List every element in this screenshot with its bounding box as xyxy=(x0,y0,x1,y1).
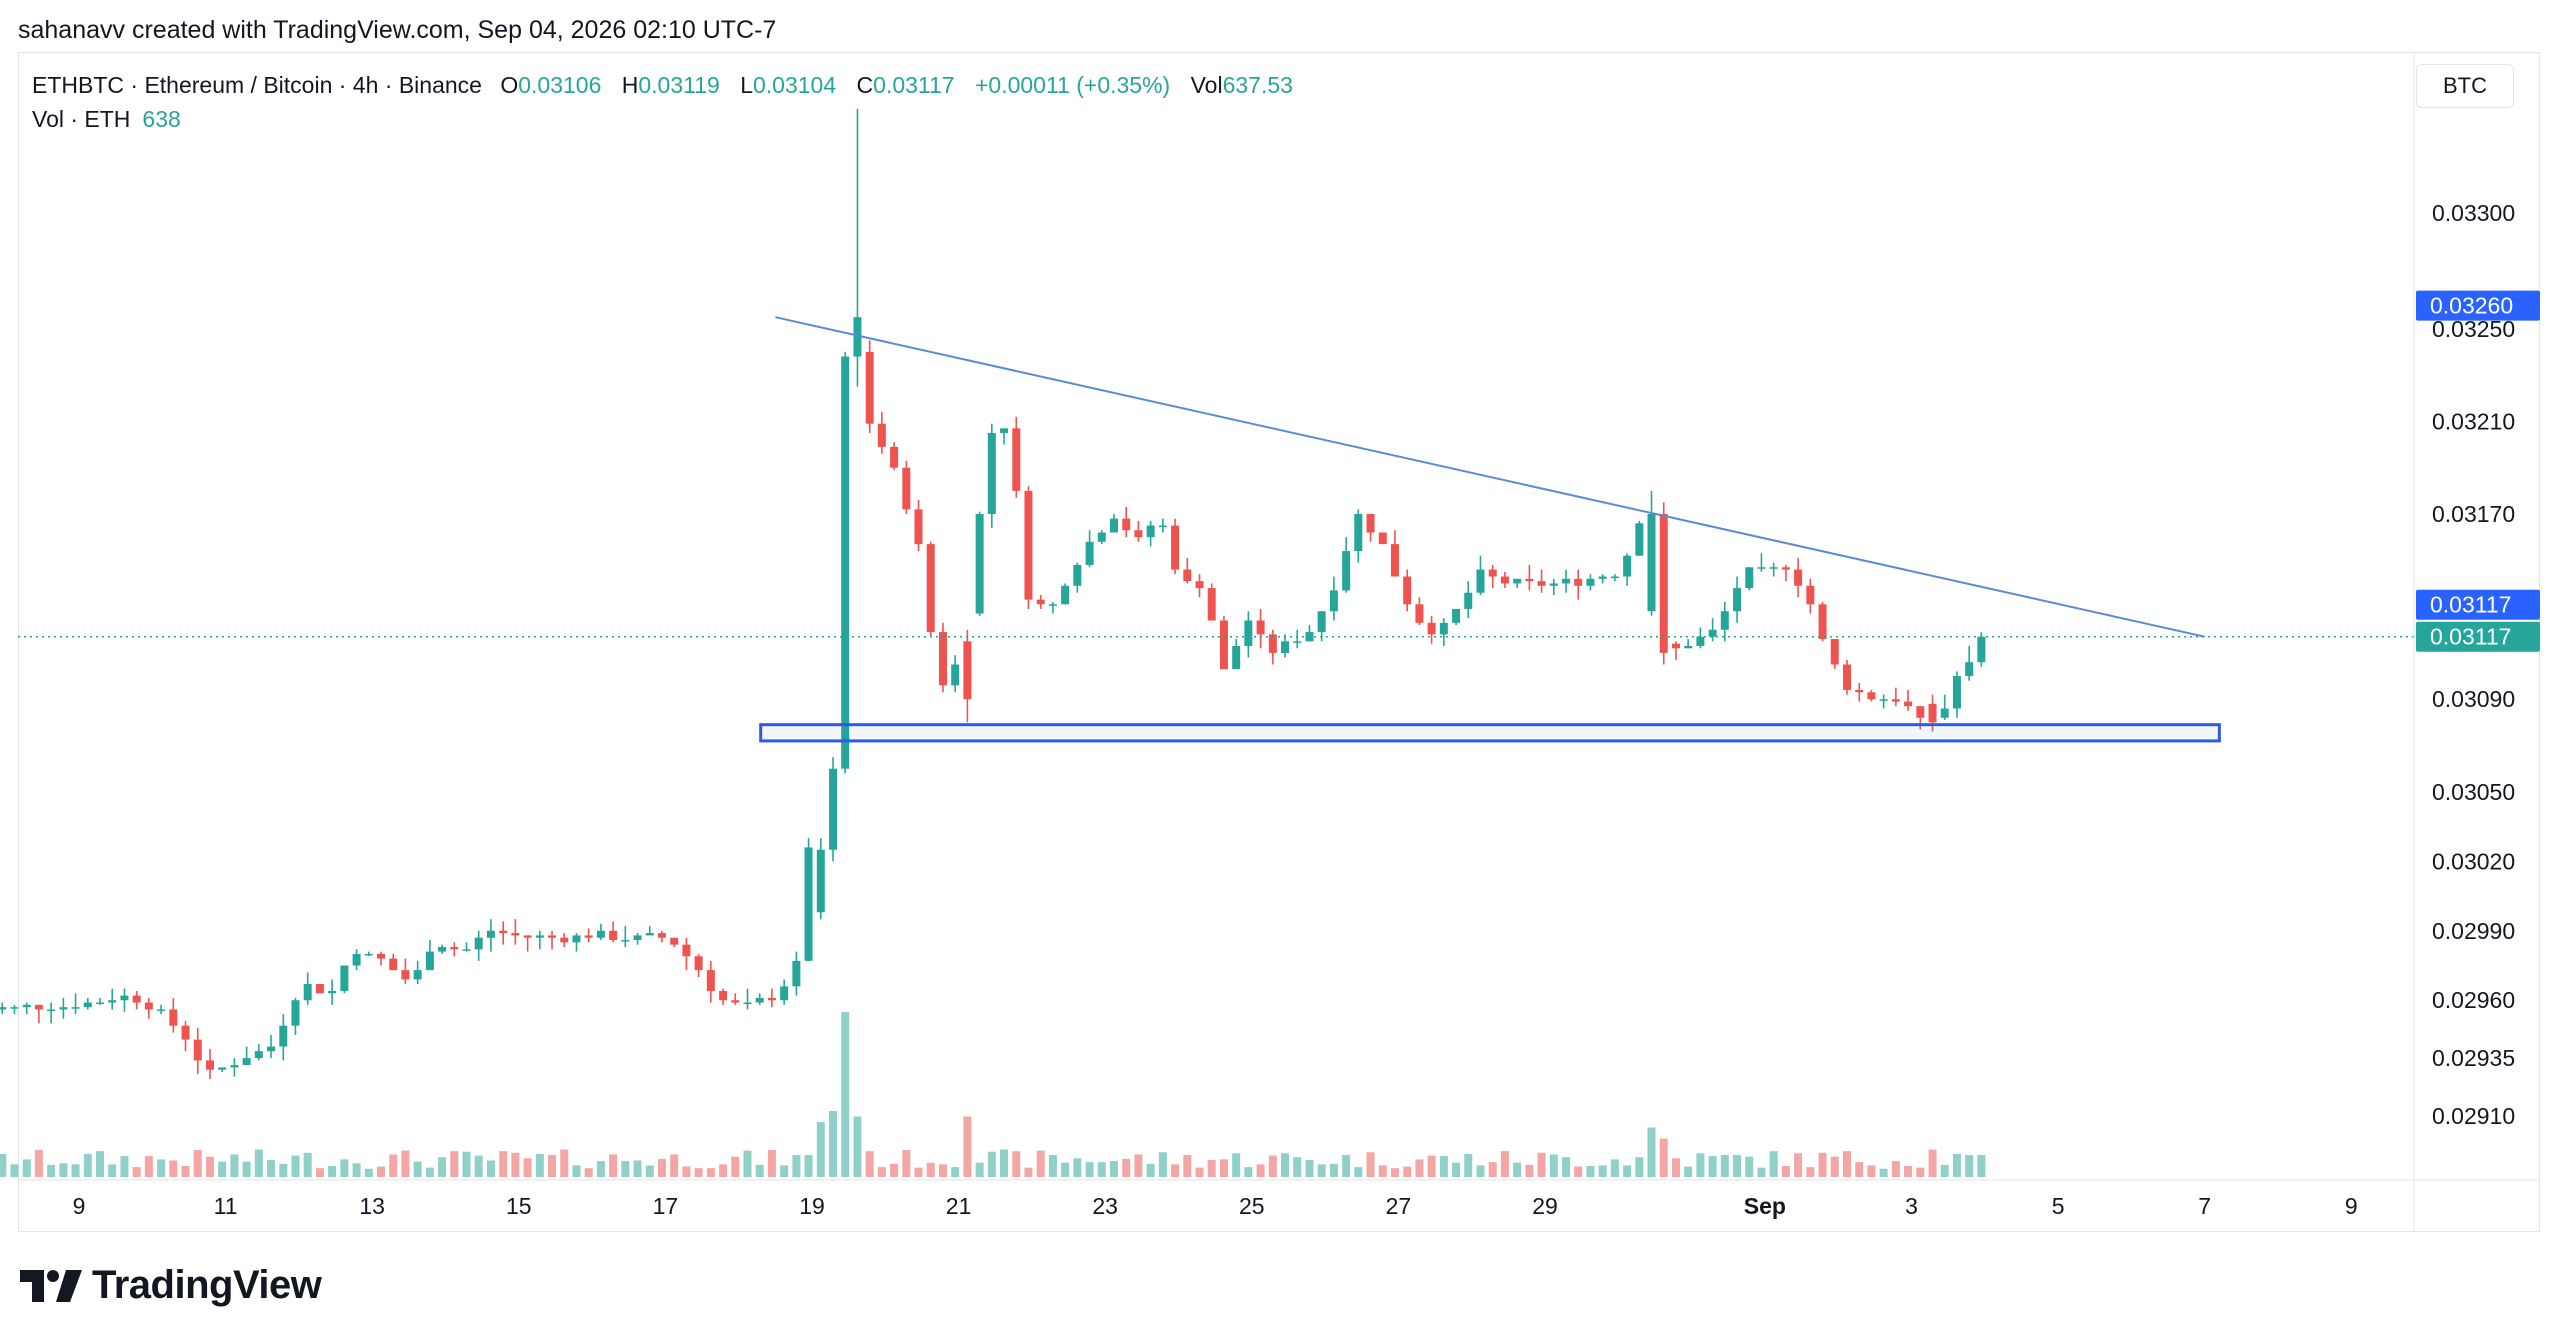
high-label: H xyxy=(621,72,639,98)
volume-row: Vol · ETH 638 xyxy=(32,102,1307,136)
volume-bar xyxy=(0,1153,7,1177)
open-value: 0.03106 xyxy=(518,72,602,98)
volume-series-value: 638 xyxy=(142,106,181,132)
close-value: 0.03117 xyxy=(873,72,955,98)
chart-credit: sahanavv created with TradingView.com, S… xyxy=(18,16,777,44)
symbol-title[interactable]: ETHBTC · Ethereum / Bitcoin · 4h · Binan… xyxy=(32,72,482,98)
open-label: O xyxy=(500,72,519,98)
tradingview-logo[interactable]: TradingView xyxy=(20,1263,322,1308)
vol-label: Vol xyxy=(1190,72,1223,98)
chart-legend: ETHBTC · Ethereum / Bitcoin · 4h · Binan… xyxy=(32,68,1307,136)
low-label: L xyxy=(740,72,753,98)
currency-button[interactable]: BTC xyxy=(2416,64,2514,108)
tradingview-wordmark: TradingView xyxy=(92,1263,322,1307)
low-value: 0.03104 xyxy=(753,72,837,98)
ohlc-row: ETHBTC · Ethereum / Bitcoin · 4h · Binan… xyxy=(32,68,1307,102)
high-value: 0.03119 xyxy=(638,72,720,98)
chart-frame xyxy=(18,52,2540,1232)
vol-value: 637.53 xyxy=(1222,72,1293,98)
close-label: C xyxy=(856,72,874,98)
tradingview-logo-icon xyxy=(20,1269,82,1302)
candle xyxy=(0,1002,7,1015)
volume-series-title[interactable]: Vol · ETH xyxy=(32,106,131,132)
change-value: +0.00011 (+0.35%) xyxy=(974,72,1171,98)
